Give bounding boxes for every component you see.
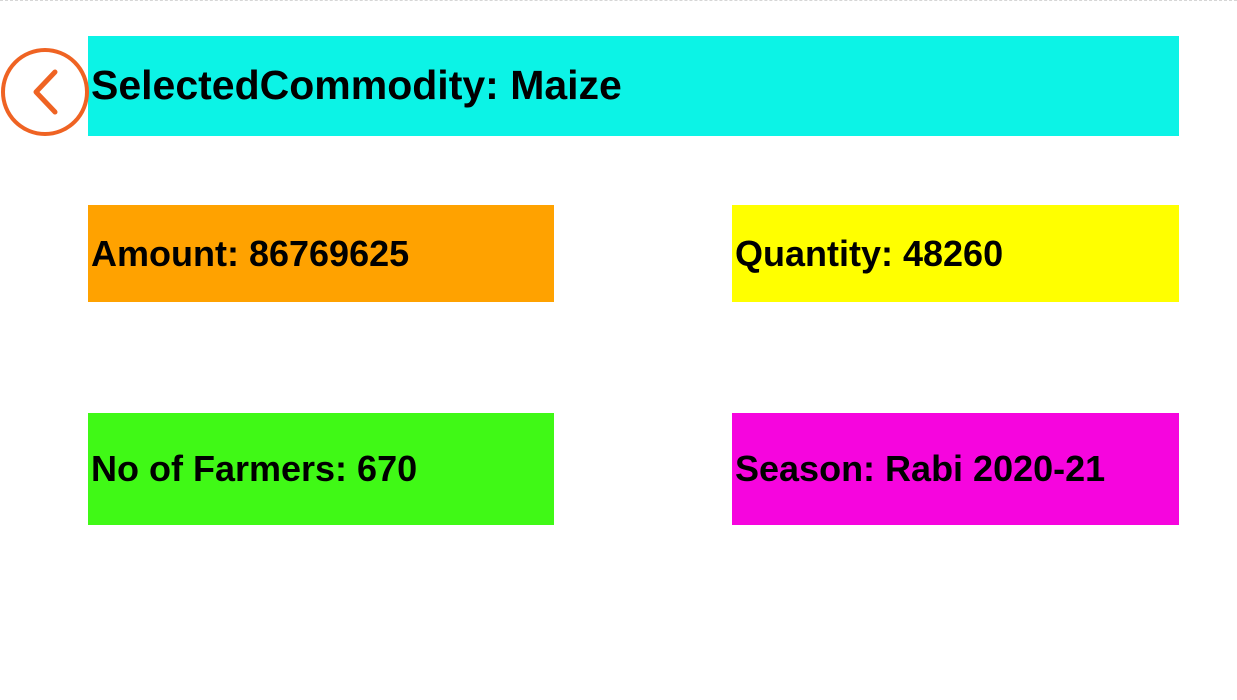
season-card: Season: Rabi 2020-21 — [732, 413, 1179, 525]
top-divider — [0, 0, 1237, 2]
page-title: SelectedCommodity: Maize — [88, 36, 1179, 136]
back-button[interactable] — [1, 48, 89, 136]
chevron-left-icon — [33, 69, 58, 115]
amount-card: Amount: 86769625 — [88, 205, 554, 302]
farmers-count-card: No of Farmers: 670 — [88, 413, 554, 525]
quantity-card: Quantity: 48260 — [732, 205, 1179, 302]
